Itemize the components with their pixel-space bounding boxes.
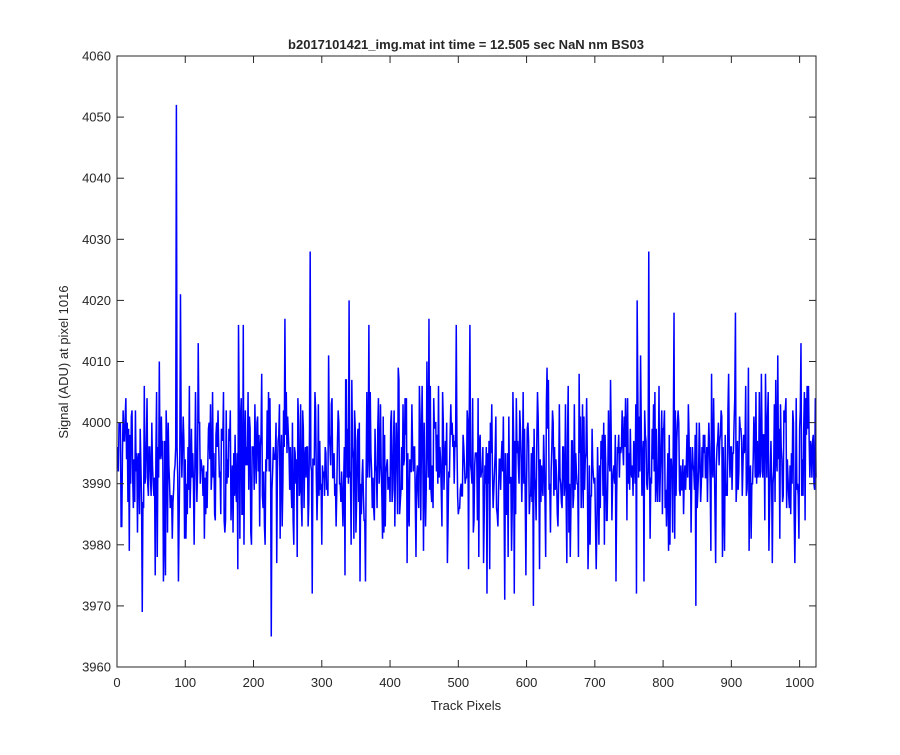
y-tick-label: 4010: [82, 354, 111, 369]
x-axis-label: Track Pixels: [431, 698, 502, 713]
y-tick-label: 4020: [82, 293, 111, 308]
x-tick-label: 300: [311, 675, 333, 690]
y-tick-label: 4000: [82, 415, 111, 430]
x-tick-label: 1000: [785, 675, 814, 690]
y-tick-label: 3980: [82, 537, 111, 552]
y-tick-label: 4050: [82, 110, 111, 125]
y-tick-label: 4030: [82, 232, 111, 247]
x-tick-label: 100: [174, 675, 196, 690]
signal-series-line: [116, 104, 817, 637]
ticks-layer: 0 100 200 300 400 500 600 700 800 900 1000 3960 3970…: [82, 49, 816, 690]
y-axis-label: Signal (ADU) at pixel 1016: [56, 285, 71, 438]
chart-title: b2017101421_img.mat int time = 12.505 se…: [288, 37, 644, 52]
x-tick-label: 600: [516, 675, 538, 690]
axes-background: [117, 56, 816, 667]
x-tick-label: 0: [113, 675, 120, 690]
axes-box: [116, 55, 817, 668]
x-tick-label: 200: [243, 675, 265, 690]
x-tick-label: 800: [652, 675, 674, 690]
y-tick-label: 3990: [82, 476, 111, 491]
y-tick-label: 3970: [82, 598, 111, 613]
x-tick-label: 400: [379, 675, 401, 690]
x-tick-label: 500: [447, 675, 469, 690]
y-tick-label: 4060: [82, 49, 111, 64]
x-tick-label: 700: [584, 675, 606, 690]
y-tick-label: 3960: [82, 660, 111, 675]
x-tick-label: 900: [721, 675, 743, 690]
y-tick-label: 4040: [82, 171, 111, 186]
series-layer: [116, 104, 817, 637]
